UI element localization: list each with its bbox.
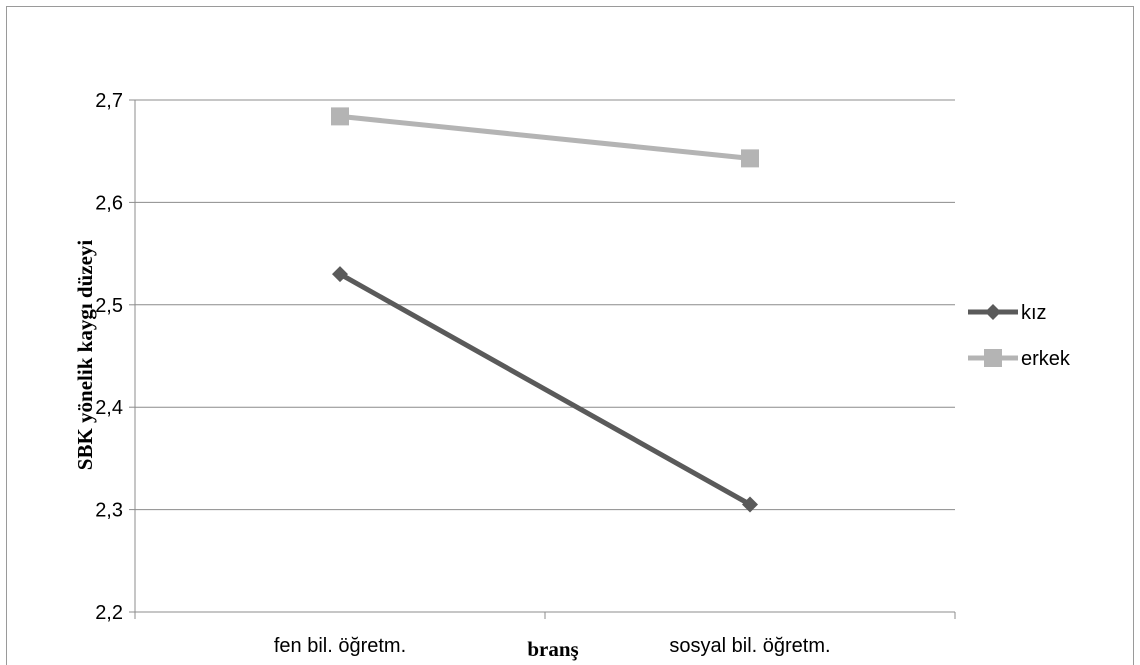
data-point: [332, 266, 348, 283]
x-tick-label: fen bil. öğretm.: [274, 635, 406, 657]
data-point: [741, 149, 759, 168]
x-tick-label: sosyal bil. öğretm.: [669, 635, 830, 657]
y-tick-label: 2,6: [95, 192, 123, 214]
y-tick-label: 2,7: [95, 90, 123, 112]
legend: kız erkek: [968, 302, 1071, 370]
axes: [134, 100, 956, 619]
series-erkek: [331, 107, 759, 168]
data-point: [742, 496, 758, 513]
y-tick-label: 2,4: [95, 397, 123, 419]
legend-marker: [984, 349, 1002, 367]
gridlines: [129, 99, 955, 613]
legend-item: kız: [968, 302, 1047, 324]
y-tick-label: 2,2: [95, 602, 123, 624]
x-tick-labels: fen bil. öğretm. sosyal bil. öğretm.: [274, 635, 831, 657]
series-line: [338, 271, 752, 507]
y-tick-label: 2,5: [95, 295, 123, 317]
legend-item: erkek: [968, 348, 1071, 370]
y-tick-labels: 2,2 2,3 2,4 2,5 2,6 2,7: [95, 90, 123, 624]
y-axis-title: SBK yönelik kaygı düzeyi: [73, 240, 97, 471]
legend-label: erkek: [1021, 348, 1071, 370]
chart-frame: [6, 6, 1134, 665]
series-layer: [331, 107, 759, 513]
series-kız: [332, 266, 758, 513]
series-line: [339, 113, 751, 161]
legend-marker: [985, 304, 1001, 320]
data-point: [331, 107, 349, 126]
legend-label: kız: [1021, 302, 1047, 324]
y-tick-label: 2,3: [95, 500, 123, 522]
x-axis-title: branş: [527, 637, 578, 661]
